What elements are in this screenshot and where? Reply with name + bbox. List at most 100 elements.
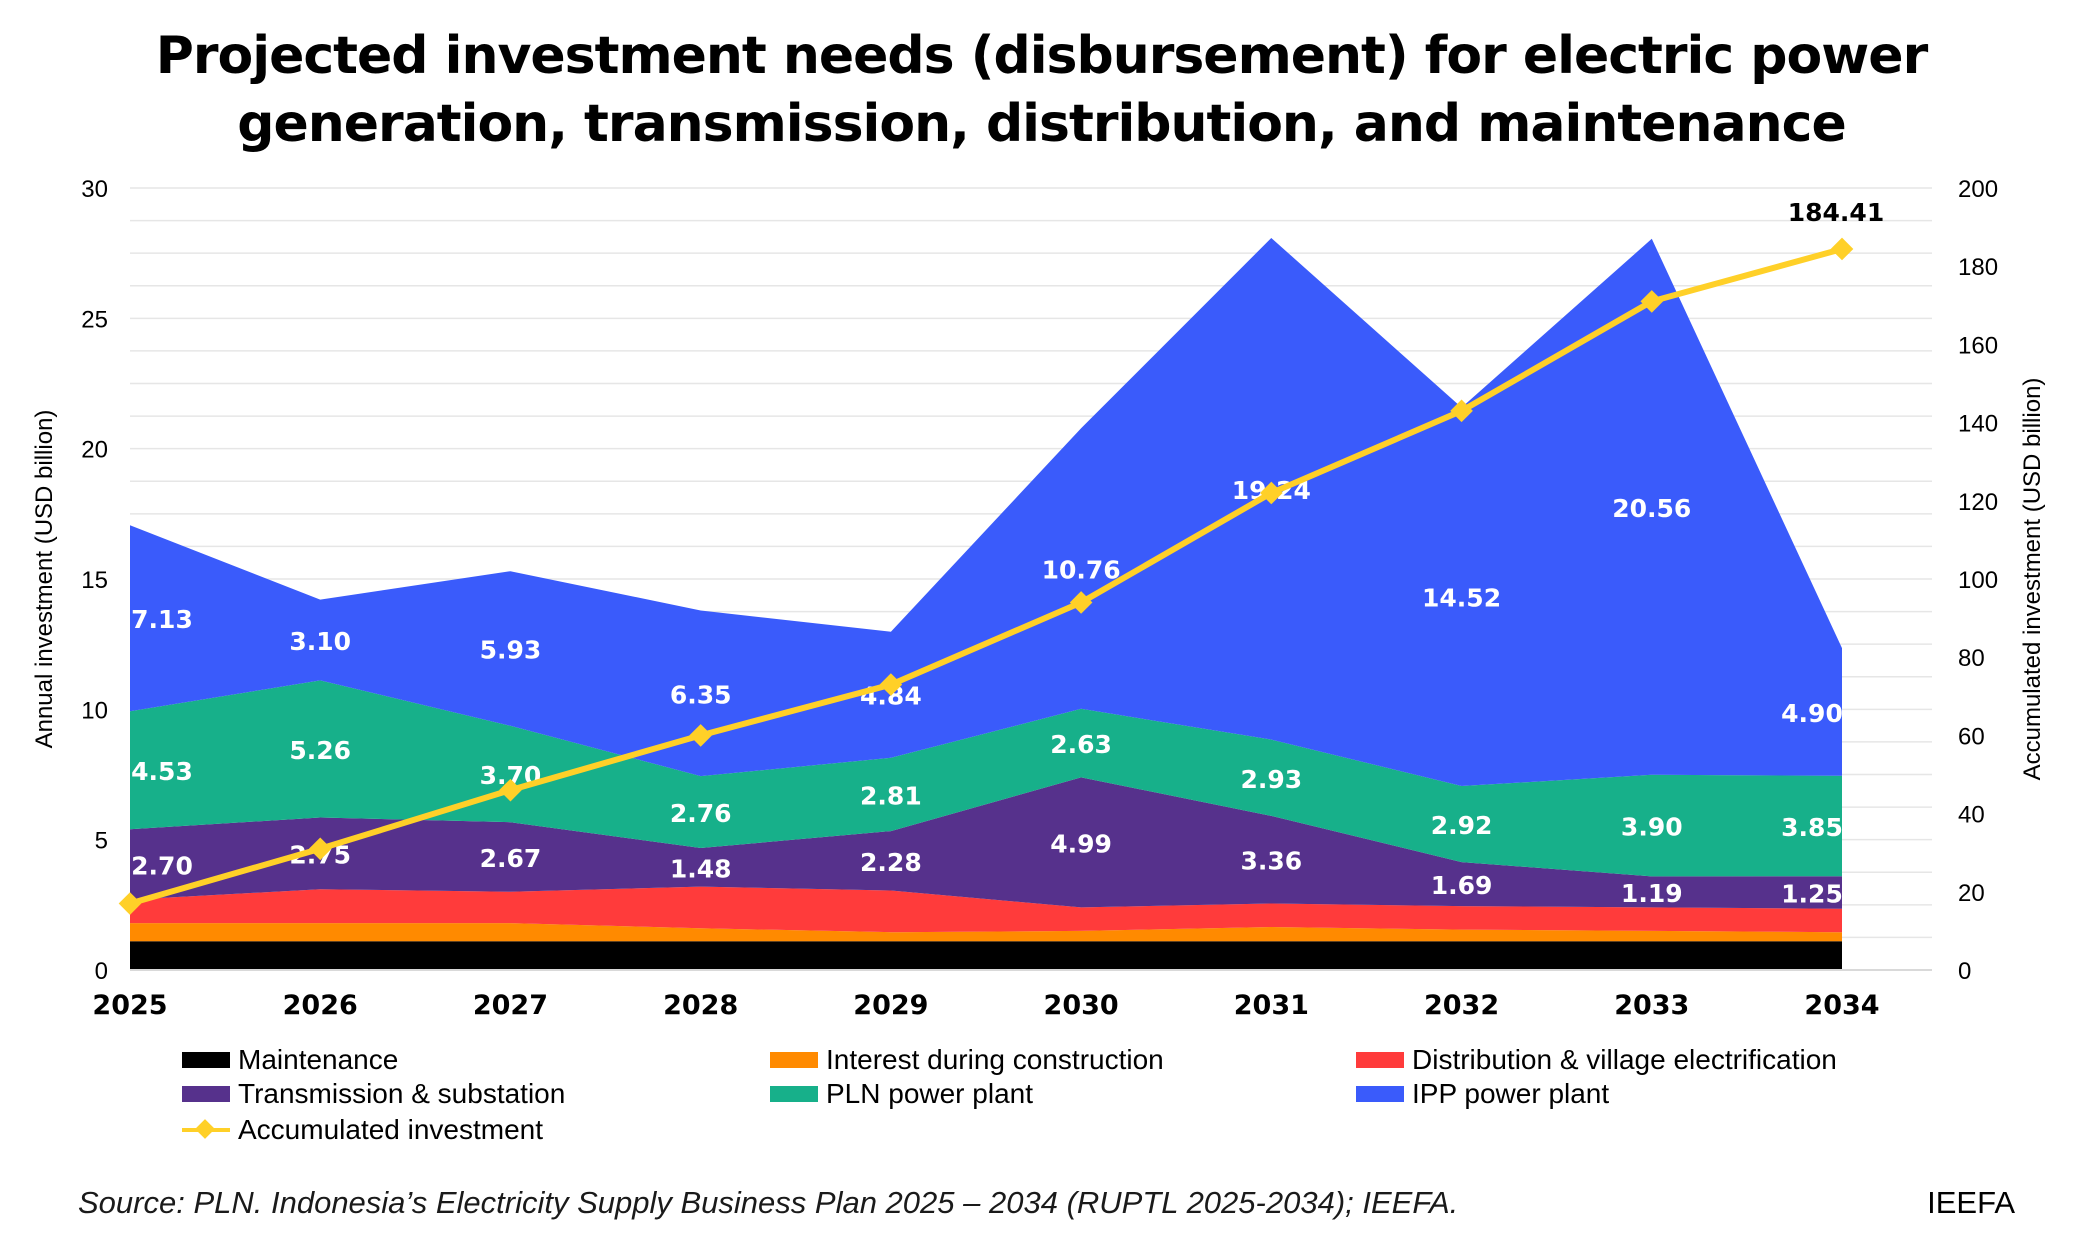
x-tick-label: 2034 [1804,990,1879,1021]
x-tick-label: 2030 [1044,990,1119,1021]
x-tick-label: 2026 [283,990,358,1021]
x-tick-label: 2028 [663,990,738,1021]
y-tick-label: 0 [95,958,108,985]
legend-label: Accumulated investment [238,1114,544,1145]
area-ipp-power-plant [130,238,1842,786]
legend-swatch-ipp [1356,1086,1404,1102]
legend-item-transmission: Transmission & substation [182,1078,565,1110]
y2-tick-label: 60 [1958,723,1985,750]
y2-tick-label: 0 [1958,958,1971,985]
y2-tick-label: 160 [1958,332,1998,359]
data-label: 3.90 [1621,813,1683,842]
y-tick-label: 20 [81,437,108,464]
y2-tick-label: 200 [1958,176,1998,203]
marker-accumulated [879,673,903,696]
y-tick-label: 10 [81,697,108,724]
legend-label: PLN power plant [826,1078,1034,1109]
marker-accumulated [308,837,332,861]
area-maintenance [130,941,1842,970]
legend-label: Maintenance [238,1044,399,1075]
legend-swatch-transmission [182,1086,230,1102]
y-tick-label: 5 [95,828,108,855]
line-accumulated-investment [129,246,1843,907]
x-tick-label: 2027 [473,990,548,1021]
legend-label: Transmission & substation [238,1078,566,1109]
data-label: 1.25 [1781,879,1843,908]
data-label: 2.92 [1431,811,1493,840]
x-tick-label: 2025 [92,990,167,1021]
marker-accumulated [1450,399,1473,423]
data-label: 3.36 [1240,847,1302,876]
y2-tick-label: 100 [1958,567,1998,594]
legend-item-pln: PLN power plant [770,1078,1033,1110]
legend-swatch-pln [770,1086,818,1102]
data-label: 2.76 [670,799,732,828]
y2-tick-label: 40 [1958,802,1985,829]
marker-accumulated [499,778,522,802]
marker-accumulated [1069,591,1093,614]
data-label: 5.93 [480,635,542,664]
legend-swatch-distribution [1356,1052,1404,1068]
data-label: 2.93 [1240,765,1302,794]
y2-axis-title: Accumulated investment (USD billion) [2019,378,2046,781]
marker-accumulated [1830,237,1854,261]
y2-tick-label: 20 [1958,880,1985,907]
accumulated-end-label: 184.41 [1788,198,1884,227]
area-pln-power-plant [130,680,1842,877]
legend-item-ipp: IPP power plant [1356,1078,1609,1110]
legend-label: Interest during construction [826,1044,1164,1075]
data-label: 5.26 [289,736,351,765]
legend-item-interest: Interest during construction [770,1044,1164,1076]
data-label: 20.56 [1612,494,1691,523]
legend-item-maintenance: Maintenance [182,1044,398,1076]
data-label: 2.28 [860,848,922,877]
area-distribution-village-electrification [130,886,1842,933]
data-label: 1.19 [1621,879,1683,908]
legend-item-accumulated: Accumulated investment [182,1114,543,1146]
area-interest-during-construction [130,923,1842,942]
data-label: 3.10 [289,627,351,656]
x-tick-label: 2033 [1614,990,1689,1021]
data-label: 1.48 [670,854,732,883]
brand-logo-text: IEEFA [1927,1185,2015,1220]
legend-label: IPP power plant [1412,1078,1610,1109]
legend-swatch-interest [770,1052,818,1068]
source-note: Source: PLN. Indonesia’s Electricity Sup… [78,1185,1459,1220]
chart-title-line-2: generation, transmission, distribution, … [237,94,1846,154]
legend-item-distribution: Distribution & village electrification [1356,1044,1837,1076]
y2-tick-label: 140 [1958,411,1998,438]
data-label: 4.90 [1781,699,1843,728]
data-label: 2.63 [1050,730,1112,759]
area-transmission-substation [130,777,1842,909]
y2-tick-label: 120 [1958,489,1998,516]
data-label: 3.85 [1781,813,1843,842]
legend-swatch-accumulated [182,1120,230,1140]
data-label: 2.81 [860,781,922,810]
data-label: 6.35 [670,680,732,709]
legend-label: Distribution & village electrification [1412,1044,1837,1075]
y2-tick-label: 80 [1958,645,1985,672]
y-tick-label: 30 [81,176,108,203]
data-label: 4.99 [1050,829,1112,858]
data-label: 7.13 [131,605,193,634]
chart-title: Projected investment needs (disbursement… [0,22,2083,158]
data-label: 14.52 [1422,584,1501,613]
x-tick-label: 2032 [1424,990,1499,1021]
legend-swatch-maintenance [182,1052,230,1068]
x-tick-label: 2031 [1234,990,1309,1021]
data-label: 2.70 [131,851,193,880]
y2-tick-label: 180 [1958,254,1998,281]
marker-accumulated [1640,290,1664,313]
y-tick-label: 25 [81,306,108,333]
data-label: 10.76 [1042,556,1121,585]
data-label: 1.69 [1431,871,1493,900]
marker-accumulated [689,724,712,747]
y-tick-label: 15 [81,567,108,594]
chart-title-line-1: Projected investment needs (disbursement… [155,26,1928,86]
y-axis-title: Annual investment (USD billion) [31,410,58,749]
data-label: 4.53 [131,757,193,786]
data-label: 2.67 [480,844,542,873]
marker-accumulated [1260,481,1283,505]
x-tick-label: 2029 [853,990,928,1021]
